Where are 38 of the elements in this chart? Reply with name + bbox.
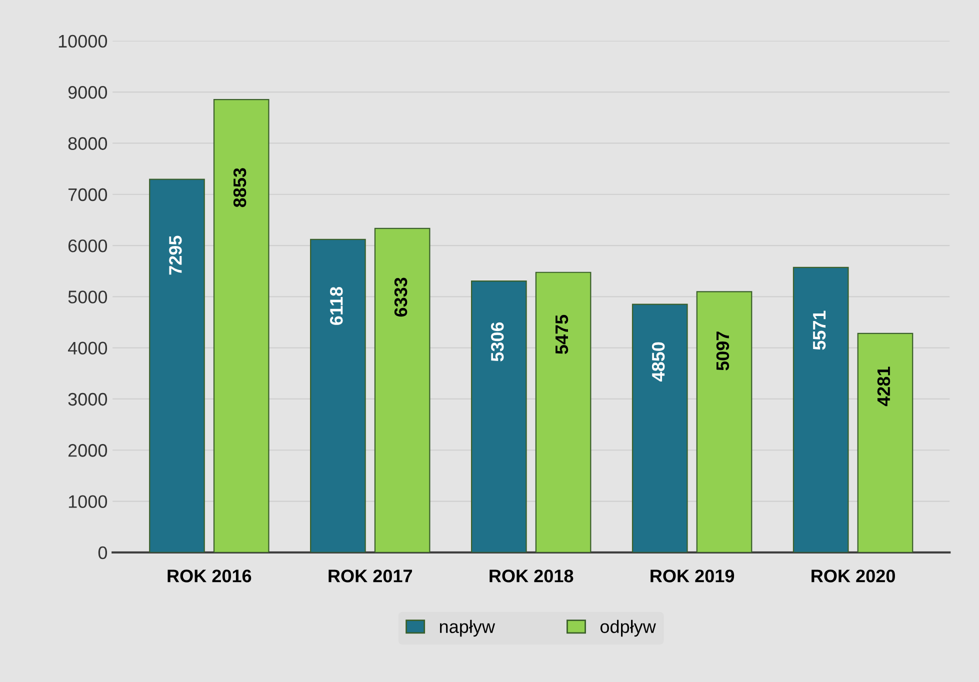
x-tick-label: ROK 2017 xyxy=(328,570,412,582)
bar xyxy=(149,178,205,552)
data-label: 7295 xyxy=(169,236,182,275)
data-label: 4850 xyxy=(652,342,665,382)
bar xyxy=(470,280,527,552)
y-tick-label: 1000 xyxy=(68,495,108,508)
y-tick-label: 8000 xyxy=(68,137,108,150)
y-tick-label: 6000 xyxy=(68,239,108,252)
bar xyxy=(792,266,849,552)
y-tick-label: 0 xyxy=(98,546,108,560)
y-tick-label: 4000 xyxy=(68,342,108,355)
data-label: 5097 xyxy=(716,332,730,370)
data-label: 5571 xyxy=(813,310,826,350)
y-tick-label: 7000 xyxy=(68,188,108,202)
x-tick-label: ROK 2018 xyxy=(490,570,574,582)
bar xyxy=(632,304,688,552)
data-label: 6333 xyxy=(394,278,408,317)
y-tick-label: 3000 xyxy=(68,392,108,406)
bar xyxy=(310,238,366,552)
y-tick-label: 9000 xyxy=(68,86,108,99)
data-label: 8853 xyxy=(233,168,246,208)
data-label: 4281 xyxy=(877,366,890,406)
x-tick-label: ROK 2019 xyxy=(650,570,734,582)
y-tick-label: 5000 xyxy=(68,290,108,304)
y-tick-label: 2000 xyxy=(68,444,108,457)
x-tick-label: ROK 2016 xyxy=(168,570,252,582)
y-tick-label: 10000 xyxy=(58,34,108,48)
bar xyxy=(857,332,914,552)
data-label: 5475 xyxy=(556,314,568,354)
bar xyxy=(535,272,592,552)
data-label: 5306 xyxy=(490,322,504,362)
bar xyxy=(374,228,430,552)
data-label: 6118 xyxy=(330,286,343,325)
bar xyxy=(696,291,752,552)
legend-label: napływ xyxy=(440,620,496,637)
bar xyxy=(213,99,270,552)
legend-label: odpływ xyxy=(600,620,656,637)
x-tick-label: ROK 2020 xyxy=(812,570,895,582)
